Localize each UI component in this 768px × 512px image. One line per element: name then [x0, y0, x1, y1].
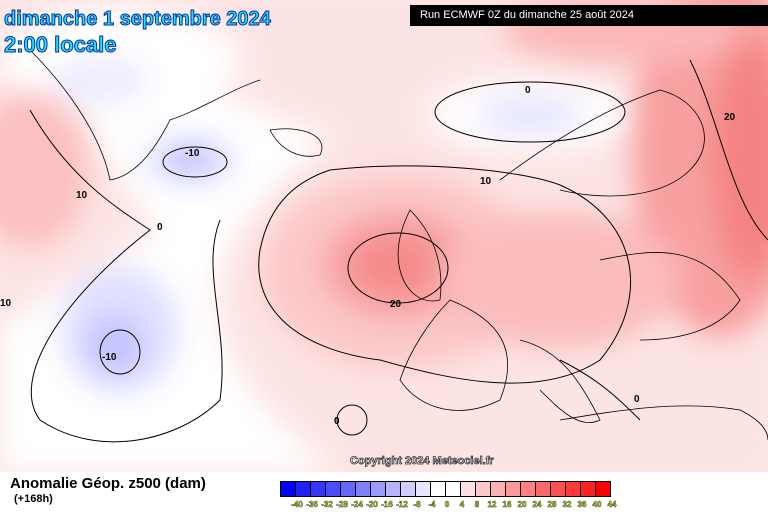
legend-swatch [431, 482, 446, 496]
legend-swatch [341, 482, 356, 496]
legend-swatch [551, 482, 566, 496]
legend-swatch [356, 482, 371, 496]
legend-label: 36 [577, 500, 587, 510]
legend-swatch [446, 482, 461, 496]
legend-swatch [566, 482, 581, 496]
contour-labels: 0 20 -10 10 0 -10 10 20 0 0 10 [0, 85, 736, 427]
map-title: Anomalie Géop. z500 (dam) [10, 475, 206, 492]
legend-swatch [296, 482, 311, 496]
legend-label: -20 [366, 500, 378, 510]
legend-label: 20 [517, 500, 527, 510]
legend-swatch [476, 482, 491, 496]
legend-label: 24 [532, 500, 542, 510]
legend-label: 4 [459, 500, 465, 510]
legend-label: -8 [413, 500, 421, 510]
anomaly-field: 0 20 -10 10 0 -10 10 20 0 0 10 [0, 0, 768, 472]
legend-swatch [506, 482, 521, 496]
copyright: Copyright 2024 Meteociel.fr [350, 455, 494, 468]
legend-label: -28 [336, 500, 348, 510]
legend-swatch [281, 482, 296, 496]
legend-label: -36 [306, 500, 318, 510]
legend-swatch [596, 482, 610, 496]
legend-swatch [536, 482, 551, 496]
anomaly-map: 0 20 -10 10 0 -10 10 20 0 0 10 dimanche … [0, 0, 768, 472]
contour-label: 20 [390, 299, 402, 310]
color-legend [280, 481, 611, 497]
legend-swatch [416, 482, 431, 496]
legend-label: 28 [547, 500, 557, 510]
run-info: Run ECMWF 0Z du dimanche 25 août 2024 [410, 5, 768, 26]
contour-label: 0 [525, 85, 531, 96]
contour-label: 10 [76, 190, 88, 201]
legend-label: 40 [592, 500, 602, 510]
legend-label: -32 [321, 500, 333, 510]
legend-label: 12 [487, 500, 497, 510]
legend-swatch [326, 482, 341, 496]
legend-swatch [386, 482, 401, 496]
legend-label: 0 [444, 500, 450, 510]
legend-swatch [491, 482, 506, 496]
lead-time: (+168h) [14, 493, 53, 505]
forecast-time: 2:00 locale [4, 32, 118, 58]
legend-swatch [311, 482, 326, 496]
legend-swatch [371, 482, 386, 496]
legend-swatch [521, 482, 536, 496]
contour-label: 0 [157, 222, 163, 233]
legend-label: -24 [351, 500, 363, 510]
contour-label: 0 [334, 416, 340, 427]
legend-label: 16 [502, 500, 512, 510]
legend-label: 32 [562, 500, 572, 510]
legend-label: -12 [396, 500, 408, 510]
contour-label: 0 [634, 394, 640, 405]
contour-label: 10 [0, 298, 12, 309]
legend-swatch [581, 482, 596, 496]
legend-swatch [461, 482, 476, 496]
legend-label: -16 [381, 500, 393, 510]
legend-label: 44 [607, 500, 617, 510]
legend-swatch [401, 482, 416, 496]
contour-label: 10 [480, 176, 492, 187]
contour-label: 20 [724, 112, 736, 123]
legend-label: -40 [291, 500, 303, 510]
legend-label: 8 [474, 500, 480, 510]
contour-label: -10 [185, 148, 200, 159]
legend-labels: -40 -36 -32 -28 -24 -20 -16 -12 -8 -4 0 4 8 12 16 20 24 2… [287, 500, 627, 512]
legend-label: -4 [428, 500, 436, 510]
forecast-date: dimanche 1 septembre 2024 [4, 8, 272, 31]
contour-label: -10 [102, 352, 117, 363]
